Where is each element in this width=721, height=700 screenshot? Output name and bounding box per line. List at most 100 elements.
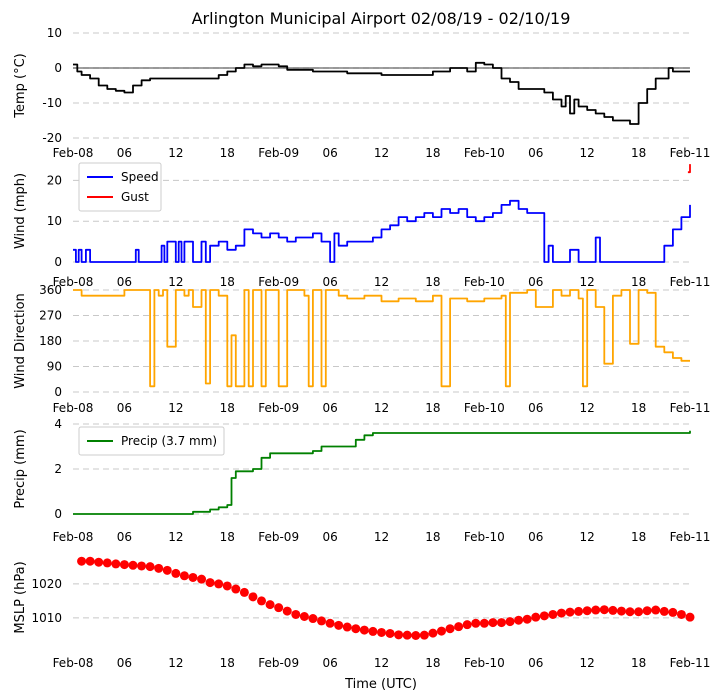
x-tick-label: 18 xyxy=(631,656,646,670)
mslp-point xyxy=(317,616,327,626)
y-tick-label: -20 xyxy=(42,131,62,145)
x-tick-label: 18 xyxy=(631,275,646,289)
x-tick-label: 18 xyxy=(425,275,440,289)
x-tick-label: 06 xyxy=(322,401,337,415)
x-tick-label: Feb-08 xyxy=(53,146,94,160)
mslp-point xyxy=(145,562,155,572)
x-tick-label: 12 xyxy=(580,530,595,544)
mslp-point xyxy=(239,587,249,597)
mslp-point xyxy=(659,606,669,616)
y-tick-label: 10 xyxy=(47,26,62,40)
mslp-point xyxy=(299,612,309,621)
x-tick-label: Feb-08 xyxy=(53,275,94,289)
y-tick-label: 0 xyxy=(54,385,62,399)
legend-label: Speed xyxy=(121,170,159,184)
mslp-point xyxy=(591,605,601,615)
mslp-point xyxy=(154,563,164,573)
mslp-point xyxy=(257,596,267,606)
x-tick-label: 12 xyxy=(168,401,183,415)
mslp-point xyxy=(291,609,301,619)
mslp-point xyxy=(274,603,284,613)
mslp-point xyxy=(265,600,275,610)
x-tick-label: 06 xyxy=(117,656,132,670)
mslp-point xyxy=(188,572,198,582)
legend-box xyxy=(78,162,162,212)
x-tick-label: 12 xyxy=(374,530,389,544)
x-tick-label: Feb-09 xyxy=(258,401,299,415)
mslp-point xyxy=(325,618,335,628)
x-tick-label: 18 xyxy=(631,146,646,160)
x-tick-label: 18 xyxy=(425,656,440,670)
series-line xyxy=(73,430,691,515)
legend-box xyxy=(78,426,225,456)
x-tick-label: 06 xyxy=(528,275,543,289)
mslp-point xyxy=(308,614,318,624)
mslp-point xyxy=(651,605,661,615)
mslp-point xyxy=(548,609,558,619)
mslp-point xyxy=(676,609,686,619)
y-axis-label: Wind Direction xyxy=(13,293,28,389)
x-tick-label: 06 xyxy=(117,275,132,289)
mslp-point xyxy=(359,625,369,635)
y-axis-label: Temp (°C) xyxy=(13,53,28,119)
mslp-point xyxy=(119,560,129,570)
y-tick-label: 2 xyxy=(54,462,62,476)
mslp-point xyxy=(402,630,412,640)
y-tick-label: 360 xyxy=(39,283,62,297)
mslp-point xyxy=(556,608,566,618)
mslp-point xyxy=(436,626,446,636)
mslp-point xyxy=(128,560,138,570)
panel-3: 0 90 180 270 360 Wind Direction Feb-08 06 12 18 Fe… xyxy=(13,283,710,415)
mslp-point xyxy=(522,614,532,624)
legend-label: Gust xyxy=(121,190,149,204)
x-tick-label: Feb-11 xyxy=(670,275,711,289)
x-tick-label: Feb-11 xyxy=(670,656,711,670)
panel-4: 0 2 4 Precip (mm) Feb-08 06 12 18 Feb-09 06 12 18 Fe… xyxy=(13,417,710,544)
x-tick-label: 18 xyxy=(220,656,235,670)
y-axis-label: MSLP (hPa) xyxy=(13,561,28,633)
mslp-point xyxy=(668,607,678,617)
mslp-point xyxy=(102,558,112,568)
y-tick-label: 0 xyxy=(54,61,62,75)
x-tick-label: 12 xyxy=(168,530,183,544)
mslp-point xyxy=(334,620,344,630)
x-tick-label: Feb-10 xyxy=(464,146,505,160)
x-tick-label: 12 xyxy=(374,275,389,289)
x-tick-label: 12 xyxy=(374,146,389,160)
x-tick-label: Feb-09 xyxy=(258,656,299,670)
mslp-point xyxy=(471,618,481,628)
y-tick-label: -10 xyxy=(42,96,62,110)
x-tick-label: 12 xyxy=(580,656,595,670)
x-tick-label: 06 xyxy=(528,530,543,544)
y-tick-label: 0 xyxy=(54,255,62,269)
mslp-point xyxy=(231,584,241,594)
x-tick-label: 12 xyxy=(580,146,595,160)
y-tick-label: 1010 xyxy=(31,611,62,625)
x-tick-label: Feb-10 xyxy=(464,530,505,544)
y-tick-label: 0 xyxy=(54,507,62,521)
mslp-point xyxy=(351,624,361,634)
panels: -20 -10 0 10 Temp (°C) Feb-08 06 12 18 Feb-09 06 12… xyxy=(13,26,710,670)
mslp-point xyxy=(514,615,524,625)
x-tick-label: Feb-08 xyxy=(53,656,94,670)
mslp-point xyxy=(488,618,498,628)
mslp-point xyxy=(685,612,695,622)
y-tick-label: 10 xyxy=(47,214,62,228)
mslp-point xyxy=(479,618,489,628)
y-axis-label: Precip (mm) xyxy=(13,429,28,508)
x-tick-label: 06 xyxy=(528,146,543,160)
x-tick-label: 12 xyxy=(580,401,595,415)
mslp-point xyxy=(77,556,87,566)
mslp-point xyxy=(454,622,464,632)
mslp-point xyxy=(368,626,378,636)
mslp-point xyxy=(342,622,352,632)
x-tick-label: 06 xyxy=(322,530,337,544)
x-tick-label: 06 xyxy=(117,146,132,160)
series-line xyxy=(687,164,691,174)
series-line xyxy=(73,61,690,125)
x-tick-label: Feb-08 xyxy=(53,401,94,415)
x-tick-label: 18 xyxy=(631,530,646,544)
x-tick-label: 12 xyxy=(374,401,389,415)
